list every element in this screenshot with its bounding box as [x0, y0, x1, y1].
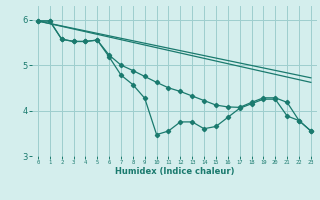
X-axis label: Humidex (Indice chaleur): Humidex (Indice chaleur) — [115, 167, 234, 176]
